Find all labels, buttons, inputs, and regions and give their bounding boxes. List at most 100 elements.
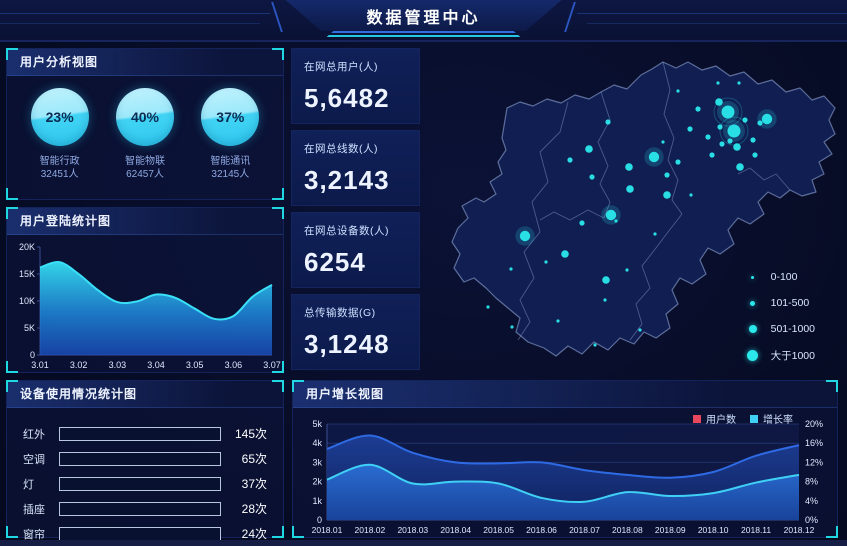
- header-decor-line-right2: [587, 23, 847, 24]
- gauge-percent: 40%: [130, 109, 159, 125]
- device-name: 空调: [23, 453, 45, 466]
- svg-text:10K: 10K: [19, 296, 35, 306]
- device-name: 灯: [23, 478, 34, 491]
- device-usage-count: 145次: [234, 427, 267, 441]
- header-decor-line-right: [577, 13, 847, 14]
- svg-text:4%: 4%: [805, 496, 818, 506]
- map-legend-item[interactable]: 501-1000: [745, 316, 815, 342]
- panel-title-user-analysis: 用户分析视图: [7, 49, 283, 76]
- svg-text:20%: 20%: [805, 419, 823, 429]
- province-map: [451, 61, 836, 357]
- device-bar-track: [59, 426, 221, 441]
- panel-device-usage: 设备使用情况统计图 红外 145次 空调 65次灯 37次 插座 28次 窗帘 24次: [6, 380, 284, 541]
- stat-label: 在网总用户(人): [304, 61, 378, 73]
- legend-color-swatch: [693, 414, 701, 423]
- header-title-plate: 数据管理中心: [285, 0, 562, 31]
- liquid-gauge-circle: 40%: [115, 88, 174, 146]
- device-bar-row: 灯 37次: [23, 471, 267, 496]
- gauge-label: 智能行政: [39, 156, 80, 167]
- panel-title-user-growth: 用户增长视图: [293, 381, 837, 408]
- legend-dot-icon: [745, 325, 761, 333]
- device-bar-track: [59, 501, 221, 516]
- svg-text:2018.12: 2018.12: [784, 525, 815, 535]
- panel-title-device-usage: 设备使用情况统计图: [7, 381, 283, 408]
- legend-item-growth-rate[interactable]: 增长率: [750, 411, 793, 426]
- growth-area-chart: 0 0% 1k 4% 2k 8% 3k 12% 4k 16% 5k 20% 2018.01 2018.02…: [312, 419, 823, 535]
- stat-card: 总传输数据(G) 3,1248: [291, 294, 420, 370]
- svg-text:0: 0: [317, 515, 322, 525]
- svg-text:4k: 4k: [312, 438, 322, 448]
- panel-title-login-stats: 用户登陆统计图: [7, 208, 283, 235]
- map-legend-item[interactable]: 0-100: [745, 264, 815, 290]
- svg-text:3.03: 3.03: [109, 360, 127, 370]
- stat-value: 3,2143: [304, 165, 390, 195]
- panel-login-stats: 用户登陆统计图 0 5K 10K 15K 20K 3.01 3.02 3.03 3.04 3.05…: [6, 207, 284, 373]
- map-legend-item[interactable]: 大于1000: [745, 342, 815, 368]
- svg-text:2018.07: 2018.07: [569, 525, 600, 535]
- svg-text:3.01: 3.01: [31, 360, 49, 370]
- gauge-label: 智能物联: [124, 156, 165, 167]
- svg-text:1k: 1k: [312, 496, 322, 506]
- map-legend-label: 501-1000: [770, 323, 815, 335]
- svg-text:15K: 15K: [19, 269, 35, 279]
- svg-text:2018.01: 2018.01: [312, 525, 343, 535]
- header-decor-line-left: [0, 13, 270, 14]
- svg-text:3.04: 3.04: [147, 360, 165, 370]
- device-bar-track: [59, 476, 221, 491]
- map-legend-label: 0-100: [770, 271, 798, 283]
- svg-text:16%: 16%: [805, 438, 823, 448]
- legend-dot-icon: [745, 275, 761, 279]
- svg-text:0%: 0%: [805, 515, 818, 525]
- map-legend-item[interactable]: 101-500: [745, 290, 815, 316]
- legend-item-users[interactable]: 用户数: [693, 411, 736, 426]
- svg-text:5K: 5K: [24, 323, 35, 333]
- svg-text:2018.08: 2018.08: [612, 525, 643, 535]
- device-usage-count: 28次: [241, 502, 267, 516]
- stat-label: 在网总线数(人): [304, 143, 378, 155]
- gauge-percent: 37%: [216, 109, 245, 125]
- header-slash-right: [564, 2, 576, 32]
- device-usage-count: 37次: [241, 477, 267, 491]
- footer-strip: [0, 540, 847, 546]
- device-name: 窗帘: [23, 528, 45, 541]
- svg-text:2018.06: 2018.06: [526, 525, 557, 535]
- svg-text:2018.09: 2018.09: [655, 525, 686, 535]
- device-name: 红外: [23, 428, 45, 441]
- legend-label: 用户数: [706, 415, 736, 426]
- svg-text:2k: 2k: [312, 477, 322, 487]
- stat-value: 5,6482: [304, 83, 390, 113]
- svg-text:2018.05: 2018.05: [483, 525, 514, 535]
- svg-text:20K: 20K: [19, 242, 35, 252]
- header-decor-line-left2: [0, 23, 260, 24]
- stat-value: 3,1248: [304, 329, 390, 359]
- svg-text:2018.10: 2018.10: [698, 525, 729, 535]
- stat-card: 在网总线数(人) 3,2143: [291, 130, 420, 206]
- gauge-count: 32145人: [211, 169, 250, 180]
- stat-card: 在网总设备数(人) 6254: [291, 212, 420, 288]
- stat-label: 在网总设备数(人): [304, 225, 389, 237]
- svg-text:3.05: 3.05: [186, 360, 204, 370]
- device-bar-row: 空调 65次: [23, 446, 267, 471]
- svg-text:8%: 8%: [805, 477, 818, 487]
- map-legend: 0-100 101-500 501-1000 大于1000: [745, 264, 815, 368]
- device-bar-row: 窗帘 24次: [23, 521, 267, 546]
- header-bar: 数据管理中心: [0, 0, 847, 42]
- map-region: 0-100 101-500 501-1000 大于1000: [420, 42, 847, 380]
- page-title: 数据管理中心: [366, 9, 481, 27]
- legend-color-swatch: [750, 414, 758, 423]
- svg-text:2018.04: 2018.04: [440, 525, 471, 535]
- device-usage-count: 24次: [241, 527, 267, 541]
- map-legend-label: 大于1000: [770, 349, 815, 362]
- login-area-chart: 0 5K 10K 15K 20K 3.01 3.02 3.03 3.04 3.05 3.06 3.07: [19, 242, 281, 370]
- legend-dot-icon: [745, 349, 761, 361]
- growth-chart-legend: 用户数 增长率: [693, 411, 793, 426]
- svg-text:3.06: 3.06: [225, 360, 243, 370]
- device-bar-list: 红外 145次 空调 65次灯 37次 插座 28次 窗帘 24次: [7, 408, 283, 546]
- liquid-gauge-circle: 23%: [30, 88, 89, 146]
- gauge-item: 37% 智能通讯 32145人: [190, 88, 270, 181]
- gauge-count: 62457人: [126, 169, 164, 180]
- svg-text:3.02: 3.02: [70, 360, 88, 370]
- legend-label: 增长率: [763, 415, 793, 426]
- map-legend-label: 101-500: [770, 297, 810, 309]
